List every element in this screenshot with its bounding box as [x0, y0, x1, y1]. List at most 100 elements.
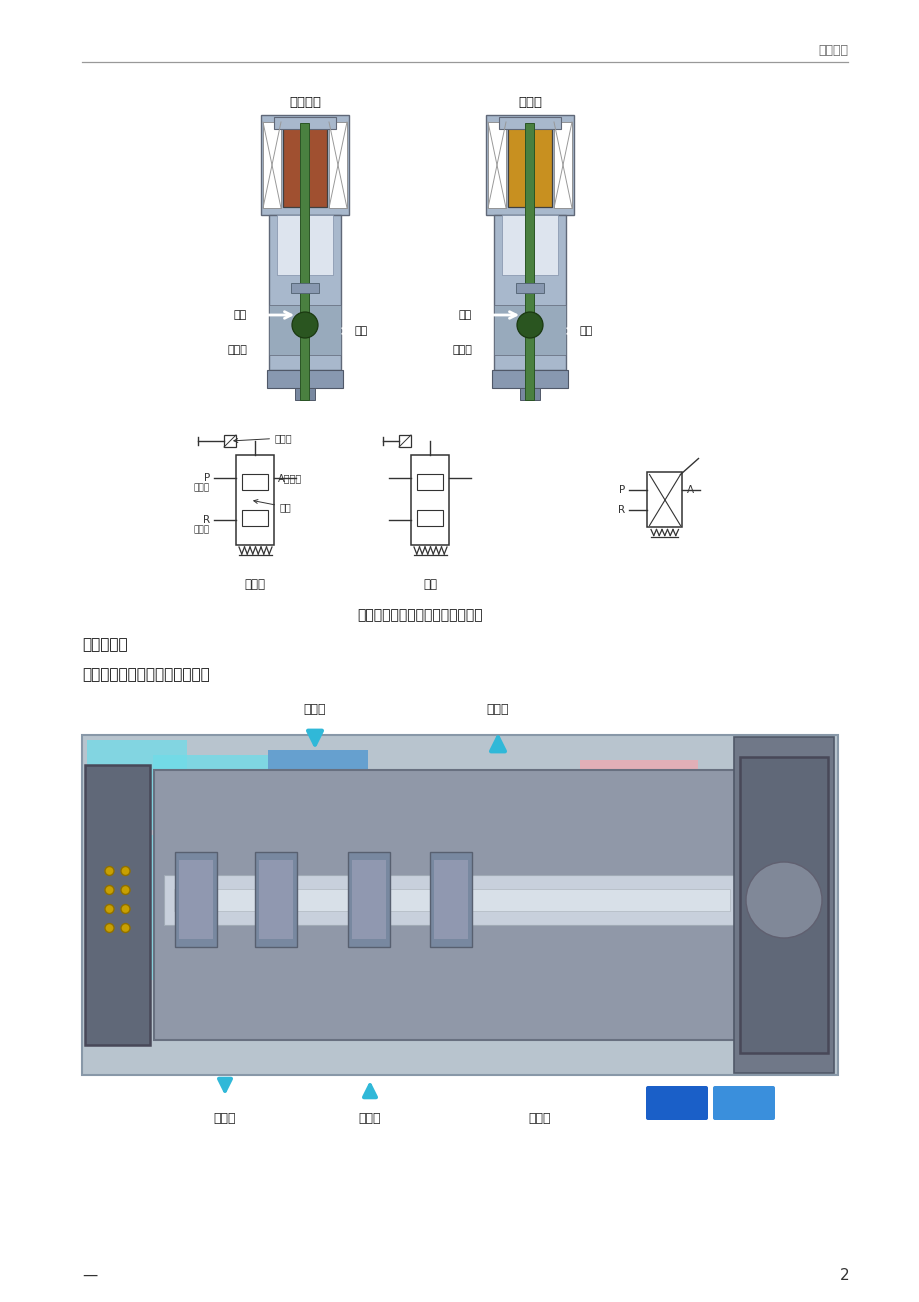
Text: A工作口: A工作口	[278, 473, 302, 483]
Bar	[301, 122, 309, 400]
Text: 出口: 出口	[355, 326, 368, 336]
Bar	[267, 750, 368, 861]
Text: 进气口: 进气口	[358, 1112, 380, 1125]
Text: 通电: 通电	[423, 578, 437, 591]
Text: 供气口: 供气口	[194, 483, 210, 492]
Text: 单电控直动式电磁阀的动作原理图: 单电控直动式电磁阀的动作原理图	[357, 608, 482, 622]
Text: —: —	[82, 1268, 97, 1282]
Bar	[255, 852, 297, 947]
Bar	[347, 852, 390, 947]
Circle shape	[516, 312, 542, 339]
Bar	[85, 766, 150, 1046]
Circle shape	[121, 885, 130, 894]
Bar	[434, 861, 468, 939]
Circle shape	[291, 312, 318, 339]
Bar	[82, 736, 837, 1075]
Bar	[416, 510, 443, 526]
Bar	[242, 474, 267, 490]
Bar	[647, 473, 682, 527]
Bar	[498, 117, 561, 129]
Bar	[274, 117, 335, 129]
Bar	[494, 305, 565, 355]
FancyBboxPatch shape	[645, 1086, 708, 1120]
Text: 排气口: 排气口	[213, 1112, 236, 1125]
Text: 排气口: 排气口	[451, 345, 471, 355]
Bar	[739, 756, 827, 1053]
Text: 入口: 入口	[459, 310, 471, 320]
Bar	[87, 835, 176, 915]
Circle shape	[105, 923, 114, 932]
Text: 非通电时: 非通电时	[289, 95, 321, 108]
Bar	[153, 755, 267, 855]
Text: 动作示意图: 动作示意图	[82, 638, 128, 652]
Bar	[267, 370, 343, 388]
Bar	[283, 121, 326, 207]
Bar	[525, 122, 534, 400]
Bar	[429, 852, 471, 947]
Bar	[223, 435, 236, 447]
Bar	[399, 435, 411, 447]
Bar	[175, 852, 217, 947]
Text: 通电时: 通电时	[517, 95, 541, 108]
Text: 排气口: 排气口	[528, 1112, 550, 1125]
Bar	[268, 215, 341, 370]
Text: A: A	[686, 486, 693, 495]
Text: 出口: 出口	[579, 326, 593, 336]
Text: 排气口: 排气口	[194, 526, 210, 535]
Bar	[154, 954, 240, 1010]
Bar	[733, 737, 834, 1073]
Circle shape	[105, 905, 114, 914]
Bar	[492, 370, 567, 388]
Text: 电磁铁: 电磁铁	[233, 434, 292, 443]
Bar	[174, 889, 729, 911]
Bar	[519, 388, 539, 400]
Bar	[579, 760, 698, 875]
Text: P: P	[618, 486, 625, 495]
FancyBboxPatch shape	[712, 1086, 774, 1120]
Circle shape	[105, 867, 114, 875]
Bar	[494, 215, 565, 370]
Bar	[485, 115, 573, 215]
Bar	[261, 115, 348, 215]
Bar	[502, 215, 558, 275]
Text: R: R	[203, 516, 210, 525]
Text: 工作口: 工作口	[486, 703, 509, 716]
Bar	[263, 122, 280, 208]
Circle shape	[105, 885, 114, 894]
Circle shape	[745, 862, 821, 937]
Bar	[179, 861, 213, 939]
Bar	[516, 283, 543, 293]
Bar	[87, 740, 187, 829]
Text: R: R	[618, 505, 625, 516]
Bar	[259, 861, 292, 939]
Text: 排气口: 排气口	[227, 345, 246, 355]
Bar	[507, 121, 551, 207]
Bar	[553, 122, 572, 208]
Bar	[487, 122, 505, 208]
Bar	[411, 454, 448, 546]
Bar	[87, 915, 169, 980]
Text: 非通电: 非通电	[244, 578, 266, 591]
Bar	[290, 283, 319, 293]
Circle shape	[121, 905, 130, 914]
Text: 阀芯: 阀芯	[254, 500, 291, 512]
Bar	[164, 875, 739, 924]
Text: 2: 2	[839, 1268, 849, 1282]
Bar	[277, 215, 333, 275]
Text: 入口: 入口	[233, 310, 246, 320]
Text: 精选文档: 精选文档	[817, 43, 847, 56]
Text: OFF: OFF	[725, 1094, 762, 1112]
Text: ON: ON	[663, 1094, 690, 1112]
Circle shape	[121, 867, 130, 875]
Bar	[352, 861, 386, 939]
Bar	[267, 970, 347, 1019]
Text: 右侧的线圈得电，左侧弹簧压缩: 右侧的线圈得电，左侧弹簧压缩	[82, 668, 210, 682]
Bar	[236, 454, 274, 546]
Bar	[268, 305, 341, 355]
Bar	[579, 894, 689, 990]
Bar	[153, 769, 739, 1040]
Bar	[295, 388, 314, 400]
Text: P: P	[203, 473, 210, 483]
Circle shape	[121, 923, 130, 932]
Bar	[242, 510, 267, 526]
